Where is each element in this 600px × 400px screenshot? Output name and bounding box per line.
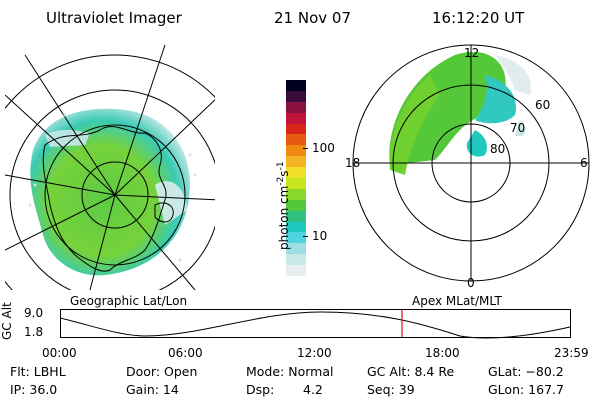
altitude-plot <box>60 309 571 339</box>
colorbar-segment <box>286 79 306 91</box>
status-glon: GLon: 167.7 <box>488 382 564 397</box>
colorbar-segment <box>286 188 306 200</box>
aurora-emission-mag <box>389 51 506 165</box>
status-gc-alt: GC Alt: 8.4 Re <box>367 364 455 379</box>
mlt-label-18: 18 <box>345 156 360 170</box>
geographic-map <box>5 44 215 290</box>
mlt-label-0: 0 <box>467 276 475 290</box>
colorbar-tick-10: 10 <box>312 229 328 243</box>
colorbar-segment <box>286 123 306 135</box>
colorbar-segment <box>286 101 306 113</box>
colorbar-segment <box>286 145 306 157</box>
colorbar-tick-mark-10 <box>303 236 308 237</box>
status-mode: Mode: Normal <box>246 364 334 379</box>
colorbar-segment <box>286 112 306 124</box>
altitude-xtick-0: 00:00 <box>42 346 77 360</box>
colorbar-unit-exp1: -2 <box>276 176 286 186</box>
colorbar <box>286 79 306 276</box>
mlt-label-12: 12 <box>464 46 479 60</box>
colorbar-segment <box>286 156 306 168</box>
mag-panel-label: Apex MLat/MLT <box>412 294 502 308</box>
colorbar-unit-s: s <box>277 170 291 177</box>
colorbar-unit-label: photon cm-2s-1 <box>276 161 291 250</box>
altitude-xtick-2: 12:00 <box>297 346 332 360</box>
instrument-title: Ultraviolet Imager <box>46 9 182 27</box>
colorbar-unit-text: photon cm <box>277 185 291 250</box>
geo-panel-label: Geographic Lat/Lon <box>70 294 188 308</box>
colorbar-unit-exp2: -1 <box>276 161 286 171</box>
altitude-ytick-9: 9.0 <box>24 306 44 320</box>
colorbar-segment <box>286 90 306 102</box>
altitude-xtick-4: 23:59 <box>554 346 589 360</box>
status-ip: IP: 36.0 <box>10 382 58 397</box>
magnetic-map: 12 18 6 0 60 70 80 <box>345 44 590 290</box>
colorbar-segment <box>286 243 306 255</box>
colorbar-segment <box>286 210 306 222</box>
colorbar-segment <box>286 254 306 266</box>
colorbar-segment <box>286 221 306 233</box>
colorbar-segment <box>286 167 306 178</box>
mlat-label-60: 60 <box>535 98 550 112</box>
altitude-ytick-1: 1.8 <box>24 325 44 339</box>
colorbar-tick-100: 100 <box>312 141 335 155</box>
colorbar-segment <box>286 199 306 211</box>
colorbar-segment <box>286 232 306 244</box>
status-gain: Gain: 14 <box>126 382 179 397</box>
altitude-axis-label: GC Alt <box>0 302 14 340</box>
status-filter: Flt: LBHL <box>10 364 66 379</box>
altitude-xtick-1: 06:00 <box>168 346 203 360</box>
colorbar-segment <box>286 134 306 146</box>
mlt-label-6: 6 <box>580 156 588 170</box>
altitude-curve <box>60 311 571 339</box>
altitude-xtick-3: 18:00 <box>425 346 460 360</box>
status-dsp-value: 4.2 <box>303 382 323 397</box>
status-door: Door: Open <box>126 364 198 379</box>
colorbar-tick-mark-100 <box>303 148 308 149</box>
status-glat: GLat: −80.2 <box>488 364 564 379</box>
mlat-label-80: 80 <box>490 142 505 156</box>
aurora-emission-geo <box>30 108 191 276</box>
colorbar-segment <box>286 265 306 276</box>
image-date: 21 Nov 07 <box>274 9 351 27</box>
mlat-label-70: 70 <box>510 121 525 135</box>
colorbar-segment <box>286 177 306 189</box>
status-dsp-label: Dsp: <box>246 382 275 397</box>
status-seq: Seq: 39 <box>367 382 415 397</box>
image-time: 16:12:20 UT <box>432 9 525 27</box>
